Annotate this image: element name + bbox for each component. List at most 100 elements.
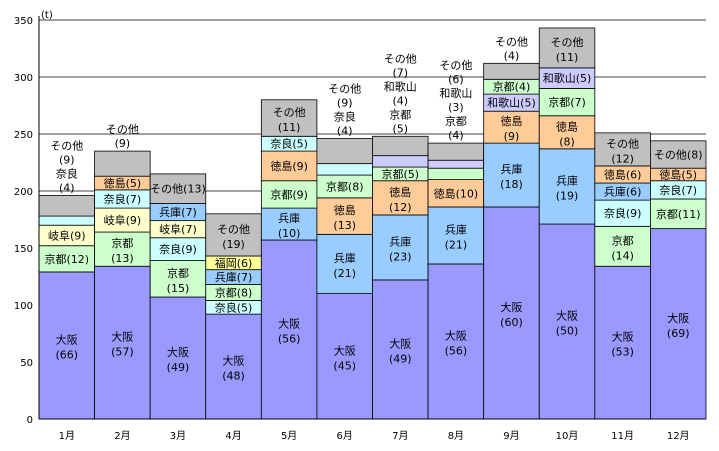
above-bar-label: (6) <box>448 73 464 86</box>
segment-name-label: 大阪 <box>334 343 356 357</box>
segment-label: 京都(7) <box>548 95 586 109</box>
bar-segment <box>483 206 540 420</box>
bar-segment <box>594 132 651 167</box>
segment-share-label: (8) <box>559 135 575 148</box>
bar-segment <box>316 293 373 420</box>
segment-label: 徳島(5) <box>659 167 697 181</box>
segment-name-label: 大阪 <box>167 345 189 359</box>
bar-segment <box>38 215 95 226</box>
segment-share-label: (19) <box>556 189 579 202</box>
segment-name-label: 兵庫 <box>500 162 522 176</box>
above-bar-label: その他 <box>495 35 528 48</box>
segment-label: 徳島(10) <box>434 186 479 200</box>
above-bar-label: その他 <box>384 52 417 65</box>
segment-label: 和歌山(5) <box>543 71 592 85</box>
segment-label: 兵庫(7) <box>215 270 253 284</box>
bar-segment <box>94 265 151 420</box>
segment-label: 京都(8) <box>215 285 253 299</box>
x-tick-label: 1月 <box>59 430 75 442</box>
bar-segment <box>316 163 373 176</box>
segment-name-label: 大阪 <box>278 317 300 331</box>
y-tick-label: 200 <box>14 187 33 198</box>
segment-label: 奈良(9) <box>604 206 642 220</box>
segment-label: 徳島(6) <box>604 167 642 181</box>
bar-segment <box>483 142 540 208</box>
bar-segment <box>38 245 95 273</box>
bar-segment <box>316 197 373 235</box>
segment-label: その他(13) <box>150 183 206 196</box>
segment-share-label: (48) <box>222 370 245 383</box>
above-bar-label: 奈良 <box>334 110 356 124</box>
above-bar-label: (5) <box>392 122 408 135</box>
bar-segment <box>372 135 429 157</box>
segment-share-label: (45) <box>333 359 356 372</box>
bar-segment <box>38 195 95 217</box>
segment-label: 奈良(5) <box>270 137 308 151</box>
bar-segment <box>483 110 540 144</box>
segment-label: 和歌山(5) <box>487 96 536 110</box>
segment-label: 京都(12) <box>44 252 89 266</box>
x-tick-label: 4月 <box>225 430 241 442</box>
bar-segment <box>205 213 262 257</box>
segment-share-label: (12) <box>389 201 412 214</box>
segment-share-label: (14) <box>611 249 634 262</box>
segment-share-label: (9) <box>504 130 520 143</box>
x-tick-label: 5月 <box>281 430 297 442</box>
above-bar-label: その他 <box>106 123 139 136</box>
above-bar-label: 和歌山 <box>439 86 472 100</box>
segment-name-label: 兵庫 <box>445 222 467 236</box>
above-bar-label: (4) <box>337 125 353 138</box>
above-bar-label: (7) <box>392 66 408 79</box>
above-bar-label: (9) <box>59 154 75 167</box>
bar-segment <box>594 265 651 420</box>
y-tick-label: 50 <box>20 358 33 369</box>
segment-name-label: 京都 <box>167 266 189 280</box>
bar-segment <box>650 228 707 420</box>
segment-name-label: その他 <box>606 137 639 150</box>
segment-share-label: (50) <box>556 325 579 338</box>
segment-share-label: (23) <box>389 250 412 263</box>
above-bar-label: (4) <box>392 94 408 107</box>
segment-name-label: 大阪 <box>111 330 133 344</box>
segment-name-label: 大阪 <box>500 300 522 314</box>
segment-share-label: (15) <box>167 282 190 295</box>
segment-share-label: (13) <box>111 252 134 265</box>
segment-name-label: 京都 <box>111 236 133 250</box>
segment-label: 京都(4) <box>493 80 531 94</box>
bar-segment <box>372 214 429 281</box>
segment-label: 福岡(6) <box>215 256 253 270</box>
bar-segment <box>538 27 596 69</box>
x-tick-label: 7月 <box>392 430 408 442</box>
segment-name-label: 大阪 <box>445 328 467 342</box>
y-tick-label: 250 <box>14 130 33 141</box>
bar-segment <box>316 233 373 295</box>
segment-label: 奈良(9) <box>159 242 197 256</box>
bar-segment <box>594 199 651 227</box>
above-bar-label: その他 <box>50 140 83 153</box>
segment-label: 兵庫(6) <box>604 185 642 199</box>
y-tick-label: 300 <box>14 73 33 84</box>
above-bar-label: 奈良 <box>56 167 78 181</box>
segment-label: 岐阜(9) <box>104 214 142 227</box>
bars <box>38 27 707 420</box>
y-tick-label: 100 <box>14 301 33 312</box>
segment-name-label: 徳島 <box>334 203 356 217</box>
segment-label: 徳島(9) <box>270 159 308 173</box>
above-bar-label: 京都 <box>389 107 411 121</box>
above-bar-label: (4) <box>504 49 520 62</box>
above-bar-label: (4) <box>448 129 464 142</box>
segment-label: 京都(11) <box>656 207 701 221</box>
segment-share-label: (69) <box>667 327 690 340</box>
segment-label: 徳島(5) <box>104 176 142 190</box>
x-tick-label: 12月 <box>667 430 690 442</box>
bar-segment <box>260 99 318 137</box>
bar-segment <box>260 239 318 420</box>
segment-name-label: 大阪 <box>389 336 411 350</box>
segment-name-label: 兵庫 <box>278 211 300 225</box>
x-tick-label: 10月 <box>556 430 579 442</box>
segment-label: 奈良(7) <box>659 183 697 197</box>
x-tick-label: 2月 <box>114 430 130 442</box>
bar-segment <box>427 167 485 180</box>
segment-label: その他(8) <box>654 149 703 162</box>
